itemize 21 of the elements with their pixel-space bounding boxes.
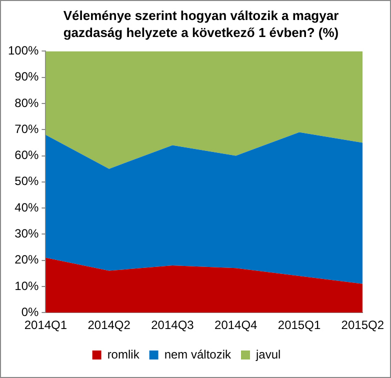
x-tick-label: 2014Q4 — [214, 318, 258, 332]
y-tick-label: 0% — [21, 304, 40, 319]
y-tick-label: 100% — [8, 44, 40, 58]
x-tick-label: 2015Q1 — [278, 318, 321, 332]
y-tick-label: 60% — [14, 148, 40, 162]
x-tick-label: 2014Q3 — [151, 318, 194, 332]
x-tick-label: 2014Q2 — [88, 318, 131, 332]
y-tick-label: 20% — [14, 252, 40, 267]
y-tick-label: 50% — [14, 174, 40, 188]
legend-label: romlik — [107, 347, 140, 362]
y-tick-label: 30% — [14, 226, 40, 240]
y-tick-label: 90% — [14, 70, 40, 84]
y-tick-label: 40% — [14, 200, 40, 214]
chart-title: Véleménye szerint hogyan változik a magyar gazdaság helyzete a következő 1 évben? (%) — [62, 7, 340, 41]
y-tick-label: 70% — [14, 122, 40, 136]
legend-label: javul — [255, 347, 281, 362]
x-tick-label: 2015Q2 — [341, 318, 384, 332]
y-tick-label: 10% — [14, 278, 40, 293]
x-tick-label: 2014Q1 — [24, 318, 68, 332]
y-tick-label: 80% — [14, 96, 40, 110]
legend-label: nem változik — [164, 347, 232, 362]
